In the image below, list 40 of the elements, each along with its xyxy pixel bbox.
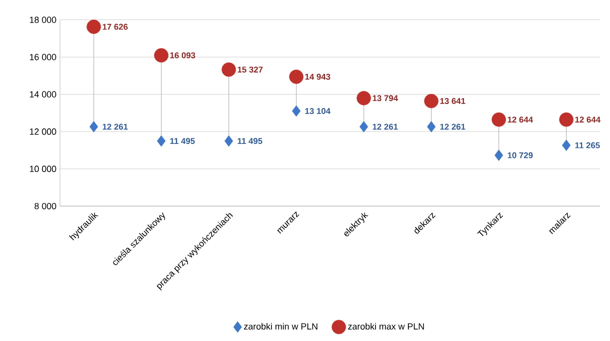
data-label: 14 943 xyxy=(305,74,330,80)
point xyxy=(427,121,436,132)
point xyxy=(559,112,574,127)
data-label: 10 729 xyxy=(508,152,533,158)
point xyxy=(86,20,101,34)
point xyxy=(289,70,304,84)
data-label: 11 265 xyxy=(575,142,600,148)
data-label: 12 261 xyxy=(440,124,466,130)
point xyxy=(360,121,368,132)
data-label: 12 261 xyxy=(372,124,398,130)
point xyxy=(494,150,504,161)
data-label: 16 093 xyxy=(170,52,196,58)
point xyxy=(562,140,571,151)
data-label: 17 626 xyxy=(102,24,128,30)
y-tick-label: 10 000 xyxy=(30,166,56,172)
y-tick-label: 8 000 xyxy=(34,203,56,210)
point xyxy=(292,105,301,117)
point xyxy=(154,48,168,63)
legend-label: zarobki min w PLN xyxy=(244,323,318,330)
data-label: 15 327 xyxy=(238,66,263,73)
y-tick-label: 12 000 xyxy=(30,128,56,135)
data-label: 11 495 xyxy=(238,138,262,144)
point xyxy=(156,135,166,147)
data-label: 13 794 xyxy=(372,95,398,102)
point xyxy=(222,62,236,77)
y-tick-label: 18 000 xyxy=(30,16,56,24)
data-label: 12 261 xyxy=(102,124,128,130)
y-tick-label: 14 000 xyxy=(30,91,56,98)
data-label: 11 495 xyxy=(170,138,195,144)
data-label: 13 641 xyxy=(440,98,466,104)
data-label: 12 644 xyxy=(575,116,600,123)
legend-label: zarobki max w PLN xyxy=(348,323,424,330)
data-label: 13 104 xyxy=(305,108,330,114)
y-tick-label: 16 000 xyxy=(30,54,56,60)
data-label: 12 644 xyxy=(508,116,533,123)
point xyxy=(356,91,371,106)
point xyxy=(424,94,438,108)
point xyxy=(224,135,234,147)
point xyxy=(89,121,98,132)
point xyxy=(492,112,506,127)
